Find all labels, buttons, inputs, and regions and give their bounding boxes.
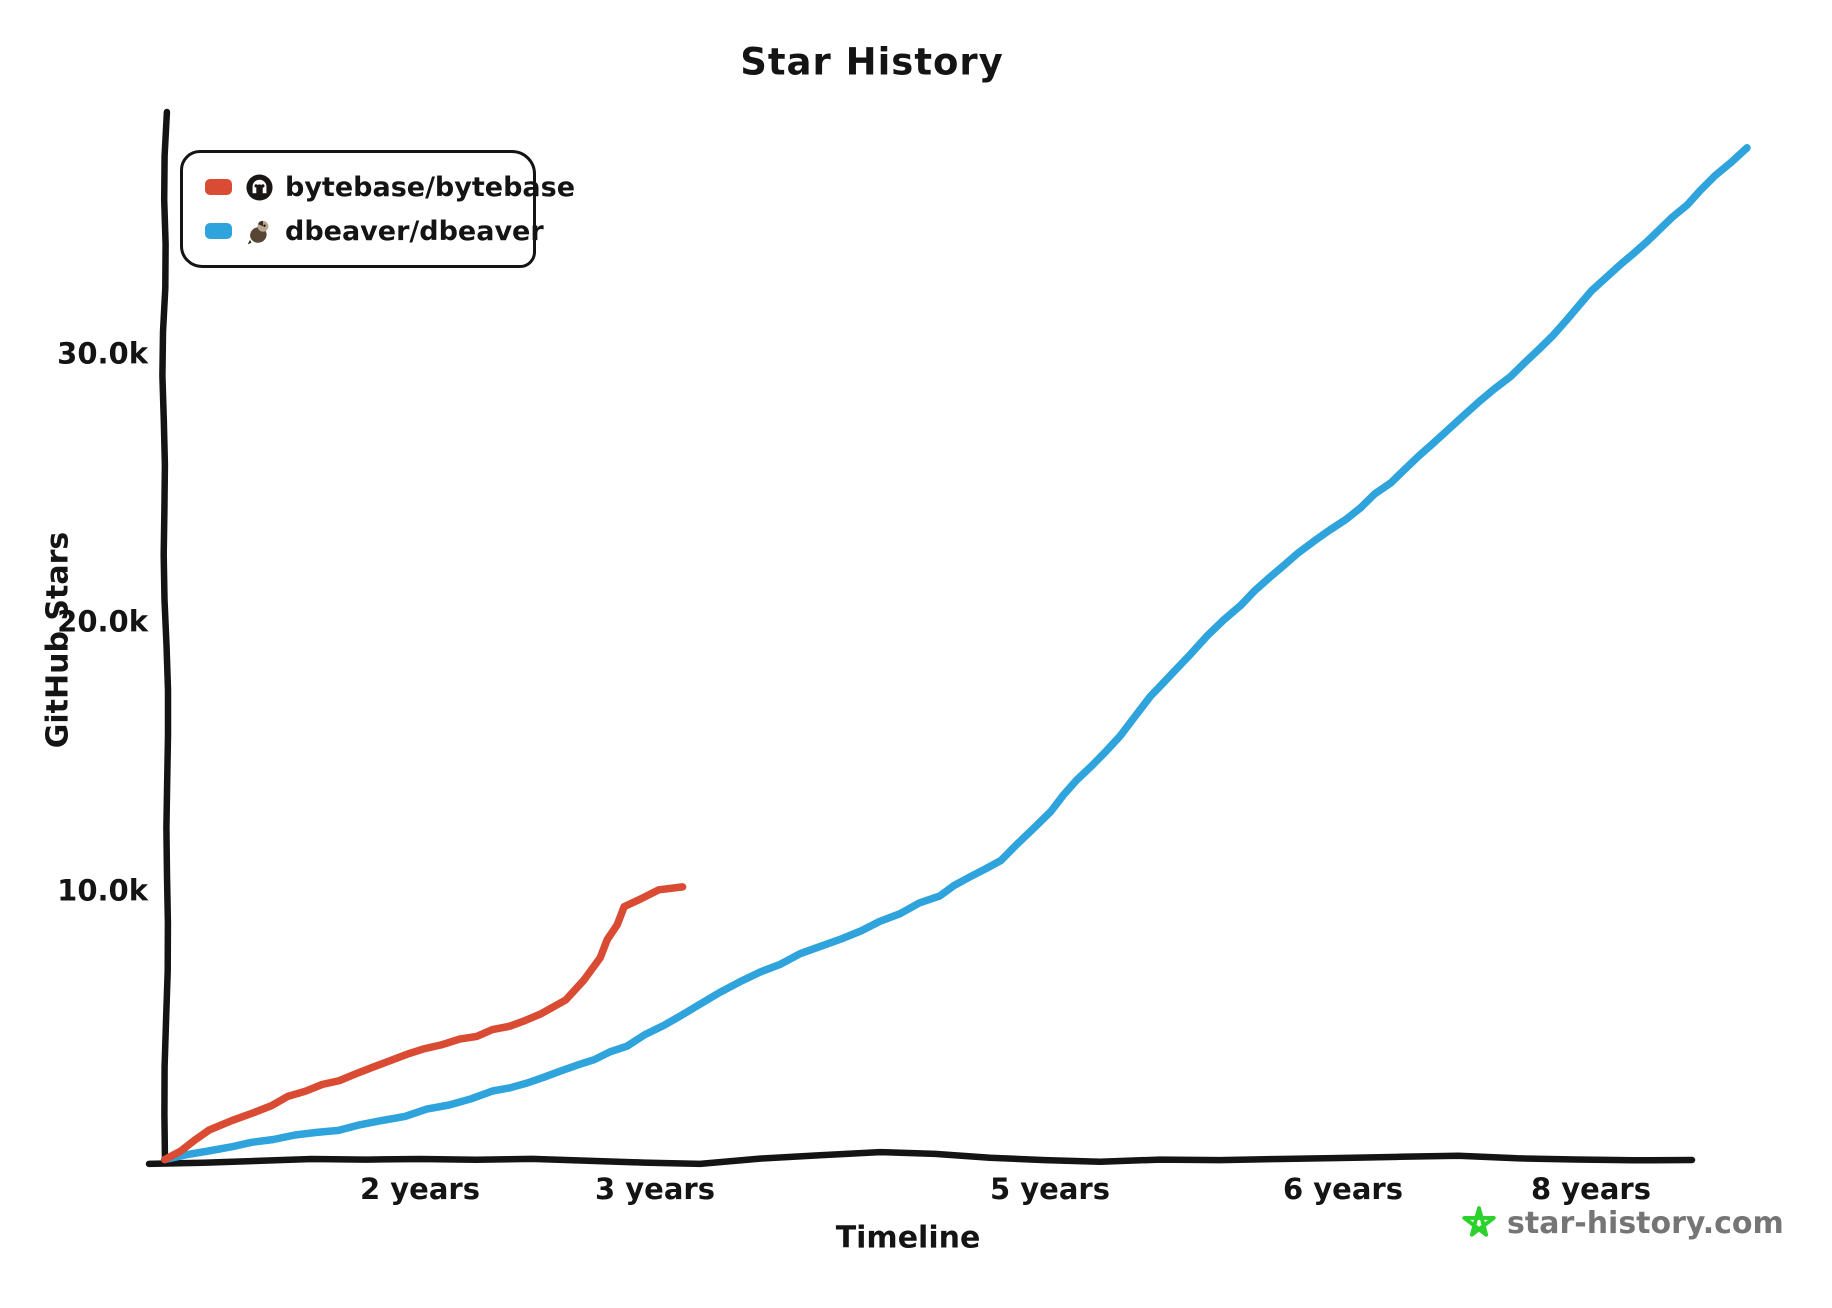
watermark: star-history.com	[1460, 1204, 1784, 1242]
x-axis-title: Timeline	[835, 1220, 981, 1256]
y-tick-label-30k: 30.0k	[57, 336, 148, 371]
star-icon	[1460, 1204, 1498, 1242]
y-axis-title: GitHub Stars	[40, 531, 76, 749]
series-line-bytebase	[160, 883, 687, 1164]
x-tick-label-3y: 3 years	[595, 1172, 715, 1206]
legend-item-dbeaver: dbeaver/dbeaver	[183, 209, 544, 253]
legend-item-bytebase: bytebase/bytebase	[183, 165, 575, 209]
legend-swatch-dbeaver	[205, 223, 232, 239]
series-line-dbeaver	[161, 144, 1751, 1164]
bytebase-logo-icon	[245, 173, 274, 202]
y-tick-label-10k: 10.0k	[57, 873, 148, 908]
legend-swatch-bytebase	[205, 179, 232, 195]
chart-title: Star History	[740, 40, 1004, 84]
x-tick-label-6y: 6 years	[1283, 1172, 1403, 1206]
watermark-text: star-history.com	[1507, 1205, 1784, 1241]
legend: bytebase/bytebase dbeaver/dbeaver	[180, 150, 575, 268]
x-tick-label-5y: 5 years	[990, 1172, 1110, 1206]
legend-label-dbeaver: dbeaver/dbeaver	[285, 215, 544, 247]
x-tick-label-8y: 8 years	[1531, 1172, 1651, 1206]
x-axis-line	[145, 1148, 1696, 1168]
legend-label-bytebase: bytebase/bytebase	[285, 171, 576, 203]
y-tick-label-20k: 20.0k	[57, 604, 148, 639]
y-axis-line	[159, 108, 172, 1166]
dbeaver-logo-icon	[245, 217, 274, 246]
x-tick-label-2y: 2 years	[360, 1172, 480, 1206]
